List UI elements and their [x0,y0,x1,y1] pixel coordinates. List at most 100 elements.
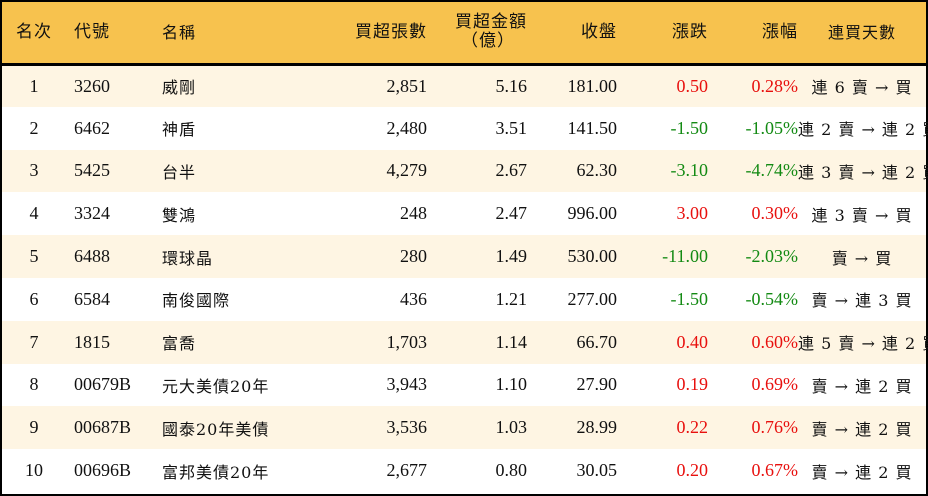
table-row[interactable]: 3 5425 台半 4,279 2.67 62.30 -3.10 -4.74% 連 3 賣 → … [2,149,928,193]
cell-streak: 連 6 賣 → 買 [811,78,913,98]
cell-rank: 7 [29,331,39,352]
table-row[interactable]: 9 00687B 國泰20年美債 3,536 1.03 28.99 0.22 0.76% 賣 →… [2,406,926,450]
cell-streak: 賣 → 連 2 買 [811,419,913,439]
cell-streak: 連 3 賣 → 連 2 買 [798,162,928,182]
cell-change-pct: -2.03% [745,246,799,267]
cell-close: 66.70 [576,331,618,352]
header-change: 漲跌 [672,21,708,42]
table-row[interactable]: 5 6488 環球晶 280 1.49 530.00 -11.00 -2.03% 賣 → 買 [2,235,926,278]
cell-close: 996.00 [567,203,618,224]
cell-change: 0.20 [676,460,709,481]
cell-streak: 賣 → 連 2 買 [811,462,913,482]
cell-name: 台半 [162,162,197,182]
cell-net-buy-amount: 1.03 [495,417,528,438]
cell-code: 00696B [74,460,132,481]
cell-change-pct: -1.05% [745,117,799,138]
cell-net-buy-amount: 2.67 [495,160,528,181]
header-change-pct: 漲幅 [762,21,798,42]
cell-net-buy-amount: 3.51 [495,117,528,138]
cell-name: 南俊國際 [162,291,231,311]
cell-name: 富喬 [162,334,197,354]
header-close: 收盤 [581,21,617,42]
cell-change-pct: 0.30% [751,203,799,224]
cell-net-buy-lots: 2,480 [386,117,428,138]
header-streak: 連買天數 [827,22,896,42]
cell-rank: 9 [29,417,39,438]
table-row[interactable]: 10 00696B 富邦美債20年 2,677 0.80 30.05 0.20 0.67% 賣 … [2,449,926,492]
cell-change: -3.10 [670,160,709,181]
cell-change: -11.00 [662,246,708,267]
cell-name: 威剛 [162,78,197,98]
cell-net-buy-lots: 2,677 [386,460,428,481]
table-row[interactable]: 4 3324 雙鴻 248 2.47 996.00 3.00 0.30% 連 3 賣 → 買 [2,192,926,236]
cell-rank: 2 [29,117,39,138]
cell-change-pct: -4.74% [745,160,799,181]
cell-streak: 賣 → 連 3 買 [811,291,913,311]
cell-net-buy-amount: 1.14 [495,331,528,352]
cell-net-buy-amount: 0.80 [495,460,528,481]
header-rank: 名次 [16,21,52,42]
cell-net-buy-lots: 248 [400,203,427,224]
cell-rank: 3 [29,160,39,181]
cell-rank: 4 [29,203,39,224]
table-row[interactable]: 6 6584 南俊國際 436 1.21 277.00 -1.50 -0.54% 賣 → 連 3… [2,277,926,321]
cell-code: 3324 [74,203,110,224]
cell-change-pct: -0.54% [745,288,799,309]
table-header-row: 名次 代號 名稱 買超張數 買超金額 （億） 收盤 漲跌 漲幅 連買天數 [2,2,926,64]
cell-close: 62.30 [576,160,618,181]
cell-change-pct: 0.28% [751,75,799,96]
cell-close: 27.90 [576,374,618,395]
cell-streak: 連 3 賣 → 買 [811,205,913,225]
cell-streak: 賣 → 連 2 買 [811,376,913,396]
cell-change: -1.50 [670,288,709,309]
cell-close: 28.99 [576,417,618,438]
cell-net-buy-amount: 2.47 [495,203,528,224]
cell-name: 環球晶 [162,248,214,268]
cell-net-buy-amount: 1.21 [495,288,528,309]
cell-code: 00687B [74,417,132,438]
cell-change: 0.22 [676,417,709,438]
cell-close: 181.00 [567,75,618,96]
cell-code: 6584 [74,288,110,309]
cell-close: 530.00 [567,246,618,267]
cell-net-buy-lots: 436 [400,288,427,309]
header-net-buy-amount-line1: 買超金額 [455,12,527,33]
cell-name: 雙鴻 [162,205,197,225]
cell-change-pct: 0.67% [751,460,799,481]
header-net-buy-amount: 買超金額 （億） [427,2,527,64]
cell-rank: 10 [25,460,43,481]
cell-net-buy-lots: 1,703 [386,331,428,352]
cell-close: 141.50 [567,117,618,138]
cell-close: 277.00 [567,288,618,309]
header-name: 名稱 [162,22,197,42]
cell-rank: 5 [29,246,39,267]
cell-net-buy-lots: 3,536 [386,417,428,438]
cell-code: 6488 [74,246,110,267]
header-net-buy-lots: 買超張數 [355,21,427,42]
table-row[interactable]: 2 6462 神盾 2,480 3.51 141.50 -1.50 -1.05% 連 2 賣 →… [2,106,928,150]
cell-code: 3260 [74,75,110,96]
cell-net-buy-lots: 3,943 [386,374,428,395]
cell-change-pct: 0.60% [751,331,799,352]
cell-net-buy-lots: 280 [400,246,427,267]
cell-net-buy-amount: 5.16 [495,75,528,96]
header-code: 代號 [74,21,110,42]
cell-code: 5425 [74,160,110,181]
cell-code: 1815 [74,331,110,352]
cell-net-buy-lots: 2,851 [386,75,428,96]
cell-code: 6462 [74,117,110,138]
table-row[interactable]: 7 1815 富喬 1,703 1.14 66.70 0.40 0.60% 連 5 賣 → 連 … [2,320,928,364]
table-row[interactable]: 8 00679B 元大美債20年 3,943 1.10 27.90 0.19 0.69% 賣 →… [2,363,926,407]
cell-streak: 賣 → 買 [831,248,893,268]
cell-rank: 1 [29,75,39,96]
table-row[interactable]: 1 3260 威剛 2,851 5.16 181.00 0.50 0.28% 連 6 賣 → 買 [2,64,926,107]
cell-net-buy-amount: 1.10 [495,374,528,395]
cell-net-buy-amount: 1.49 [495,246,528,267]
cell-change: -1.50 [670,117,709,138]
cell-change: 3.00 [676,203,709,224]
cell-name: 神盾 [162,120,197,140]
cell-change: 0.19 [676,374,709,395]
cell-streak: 連 5 賣 → 連 2 買 [798,334,928,354]
cell-rank: 6 [29,288,39,309]
